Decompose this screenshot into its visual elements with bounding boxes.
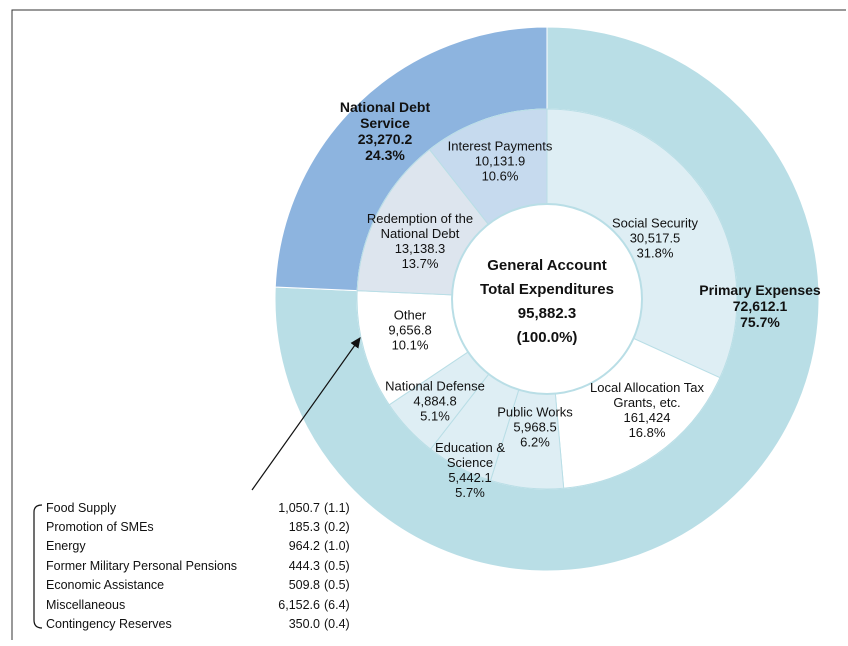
item-name: Former Military Personal Pensions bbox=[46, 558, 238, 573]
item-name: Economic Assistance bbox=[46, 578, 165, 593]
segment-label: Other 9,656.8 10.1% bbox=[370, 308, 450, 353]
segment-amount: 30,517.5 bbox=[629, 230, 681, 246]
segment-name: Primary Expenses bbox=[699, 282, 821, 298]
segment-name: Local Allocation Tax Grants, etc. bbox=[590, 380, 704, 410]
item-share: (0.2) bbox=[324, 520, 350, 535]
item-amount: 185.3 bbox=[288, 520, 320, 535]
item-amount: 964.2 bbox=[288, 539, 320, 554]
item-amount: 1,050.7 bbox=[278, 500, 320, 515]
item-amount: 350.0 bbox=[288, 617, 320, 632]
item-amount: 6,152.6 bbox=[278, 597, 320, 612]
segment-share: 13.7% bbox=[401, 256, 439, 271]
segment-label: Social Security 30,517.5 31.8% bbox=[595, 216, 715, 261]
arrow bbox=[251, 337, 361, 491]
segment-amount: 23,270.2 bbox=[357, 131, 413, 147]
brace bbox=[33, 504, 43, 629]
segment-share: 31.8% bbox=[636, 245, 674, 261]
segment-label: Public Works 5,968.5 6.2% bbox=[485, 405, 585, 450]
segment-amount: 4,884.8 bbox=[413, 393, 457, 409]
center-line: General Account bbox=[487, 257, 607, 274]
segment-label: National Defense 4,884.8 5.1% bbox=[370, 379, 500, 424]
segment-share: 5.1% bbox=[420, 408, 450, 424]
item-share: (0.5) bbox=[324, 578, 350, 593]
segment-amount: 13,138.3 bbox=[394, 241, 446, 256]
segment-share: 5.7% bbox=[455, 485, 485, 500]
segment-name: Social Security bbox=[612, 215, 698, 231]
segment-label: Interest Payments 10,131.9 10.6% bbox=[435, 139, 565, 184]
segment-amount: 9,656.8 bbox=[388, 322, 432, 338]
segment-amount: 5,968.5 bbox=[513, 419, 557, 435]
item-amount: 509.8 bbox=[288, 578, 320, 593]
segment-label: Primary Expenses 72,612.1 75.7% bbox=[685, 282, 835, 330]
segment-share: 24.3% bbox=[365, 147, 405, 163]
center-line: Total Expenditures bbox=[480, 281, 614, 298]
item-share: (1.0) bbox=[324, 539, 350, 554]
segment-name: Other bbox=[393, 307, 427, 323]
breakdown-row: Former Military Personal Pensions 444.3 (0… bbox=[44, 556, 352, 575]
segment-share: 10.6% bbox=[481, 168, 519, 184]
breakdown-row: Contingency Reserves 350.0 (0.4) bbox=[44, 614, 352, 633]
center-hole bbox=[451, 203, 643, 395]
segment-name: Redemption of the National Debt bbox=[366, 211, 474, 241]
segment-amount: 72,612.1 bbox=[732, 298, 788, 314]
segment-label: National Debt Service 23,270.2 24.3% bbox=[330, 99, 440, 163]
segment-share: 75.7% bbox=[740, 314, 780, 330]
center-label: General Account Total Expenditures 95,88… bbox=[447, 254, 647, 350]
center-total: 95,882.3 bbox=[517, 305, 577, 322]
breakdown-row: Energy 964.2 (1.0) bbox=[44, 537, 352, 556]
item-name: Promotion of SMEs bbox=[46, 520, 154, 535]
item-name: Energy bbox=[46, 539, 86, 554]
segment-amount: 5,442.1 bbox=[448, 470, 492, 485]
breakdown-row: Promotion of SMEs 185.3 (0.2) bbox=[44, 517, 352, 536]
breakdown-row: Economic Assistance 509.8 (0.5) bbox=[44, 576, 352, 595]
segment-label: Education & Science 5,442.1 5.7% bbox=[425, 440, 515, 500]
segment-label: Redemption of the National Debt 13,138.3 1… bbox=[355, 211, 485, 271]
item-share: (0.4) bbox=[324, 617, 350, 632]
segment-amount: 10,131.9 bbox=[474, 153, 526, 169]
item-share: (1.1) bbox=[324, 500, 350, 515]
segment-share: 10.1% bbox=[391, 337, 429, 353]
segment-label: Local Allocation Tax Grants, etc. 161,424… bbox=[577, 380, 717, 440]
segment-share: 16.8% bbox=[628, 425, 666, 440]
breakdown-row: Food Supply 1,050.7 (1.1) bbox=[44, 498, 352, 517]
frame bbox=[11, 9, 846, 640]
segment-name: Public Works bbox=[497, 404, 573, 420]
item-amount: 444.3 bbox=[288, 558, 320, 573]
item-name: Miscellaneous bbox=[46, 597, 126, 612]
item-name: Contingency Reserves bbox=[46, 617, 172, 632]
segment-share: 6.2% bbox=[520, 434, 550, 450]
segment-name: Interest Payments bbox=[447, 138, 553, 154]
segment-amount: 161,424 bbox=[623, 410, 671, 425]
item-name: Food Supply bbox=[46, 500, 117, 515]
segment-name: National Defense bbox=[385, 378, 485, 394]
item-share: (6.4) bbox=[324, 597, 350, 612]
item-share: (0.5) bbox=[324, 558, 350, 573]
segment-name: National Debt Service bbox=[339, 99, 431, 131]
center-share: (100.0%) bbox=[516, 329, 578, 346]
breakdown-table: Food Supply 1,050.7 (1.1) Promotion of SMEs… bbox=[44, 498, 352, 634]
segment-name: Education & Science bbox=[434, 440, 506, 470]
breakdown-row: Miscellaneous 6,152.6 (6.4) bbox=[44, 595, 352, 614]
